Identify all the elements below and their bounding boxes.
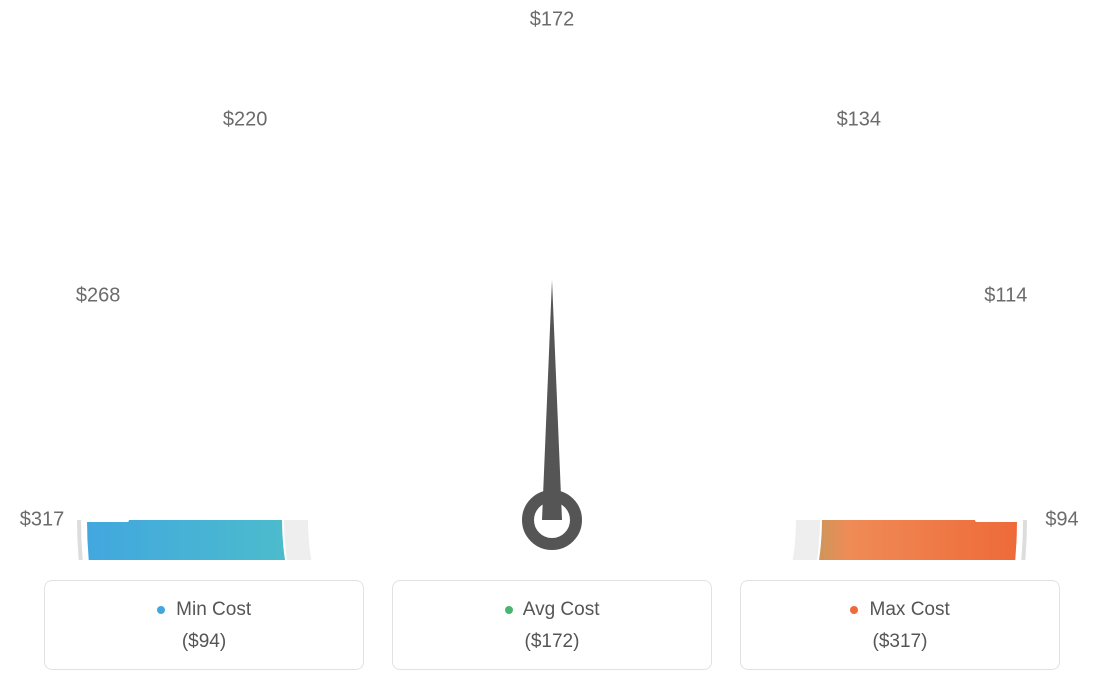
legend-title-avg: Avg Cost bbox=[403, 599, 701, 621]
legend-title-max: Max Cost bbox=[751, 599, 1049, 621]
legend-bullet-avg bbox=[505, 606, 513, 614]
legend-title-min-text: Min Cost bbox=[176, 599, 251, 620]
legend-title-max-text: Max Cost bbox=[870, 599, 950, 620]
legend-title-min: Min Cost bbox=[55, 599, 353, 621]
gauge-svg bbox=[0, 0, 1104, 560]
legend-value-avg: ($172) bbox=[403, 631, 701, 653]
tick-label: $172 bbox=[530, 9, 575, 32]
legend-title-avg-text: Avg Cost bbox=[523, 599, 600, 620]
tick-label: $94 bbox=[1045, 509, 1078, 532]
tick-label: $134 bbox=[837, 109, 882, 132]
legend-card-max: Max Cost ($317) bbox=[740, 580, 1060, 670]
tick-label: $268 bbox=[76, 285, 121, 308]
legend-bullet-max bbox=[850, 606, 858, 614]
legend-card-avg: Avg Cost ($172) bbox=[392, 580, 712, 670]
tick-label: $317 bbox=[20, 509, 65, 532]
legend-value-max: ($317) bbox=[751, 631, 1049, 653]
legend-bullet-min bbox=[157, 606, 165, 614]
gauge-chart: $94 $114 $134 $172 $220 $268 $317 bbox=[0, 0, 1104, 560]
legend-row: Min Cost ($94) Avg Cost ($172) Max Cost … bbox=[0, 580, 1104, 670]
legend-card-min: Min Cost ($94) bbox=[44, 580, 364, 670]
tick-label: $220 bbox=[223, 109, 268, 132]
tick-label: $114 bbox=[984, 285, 1027, 308]
legend-value-min: ($94) bbox=[55, 631, 353, 653]
